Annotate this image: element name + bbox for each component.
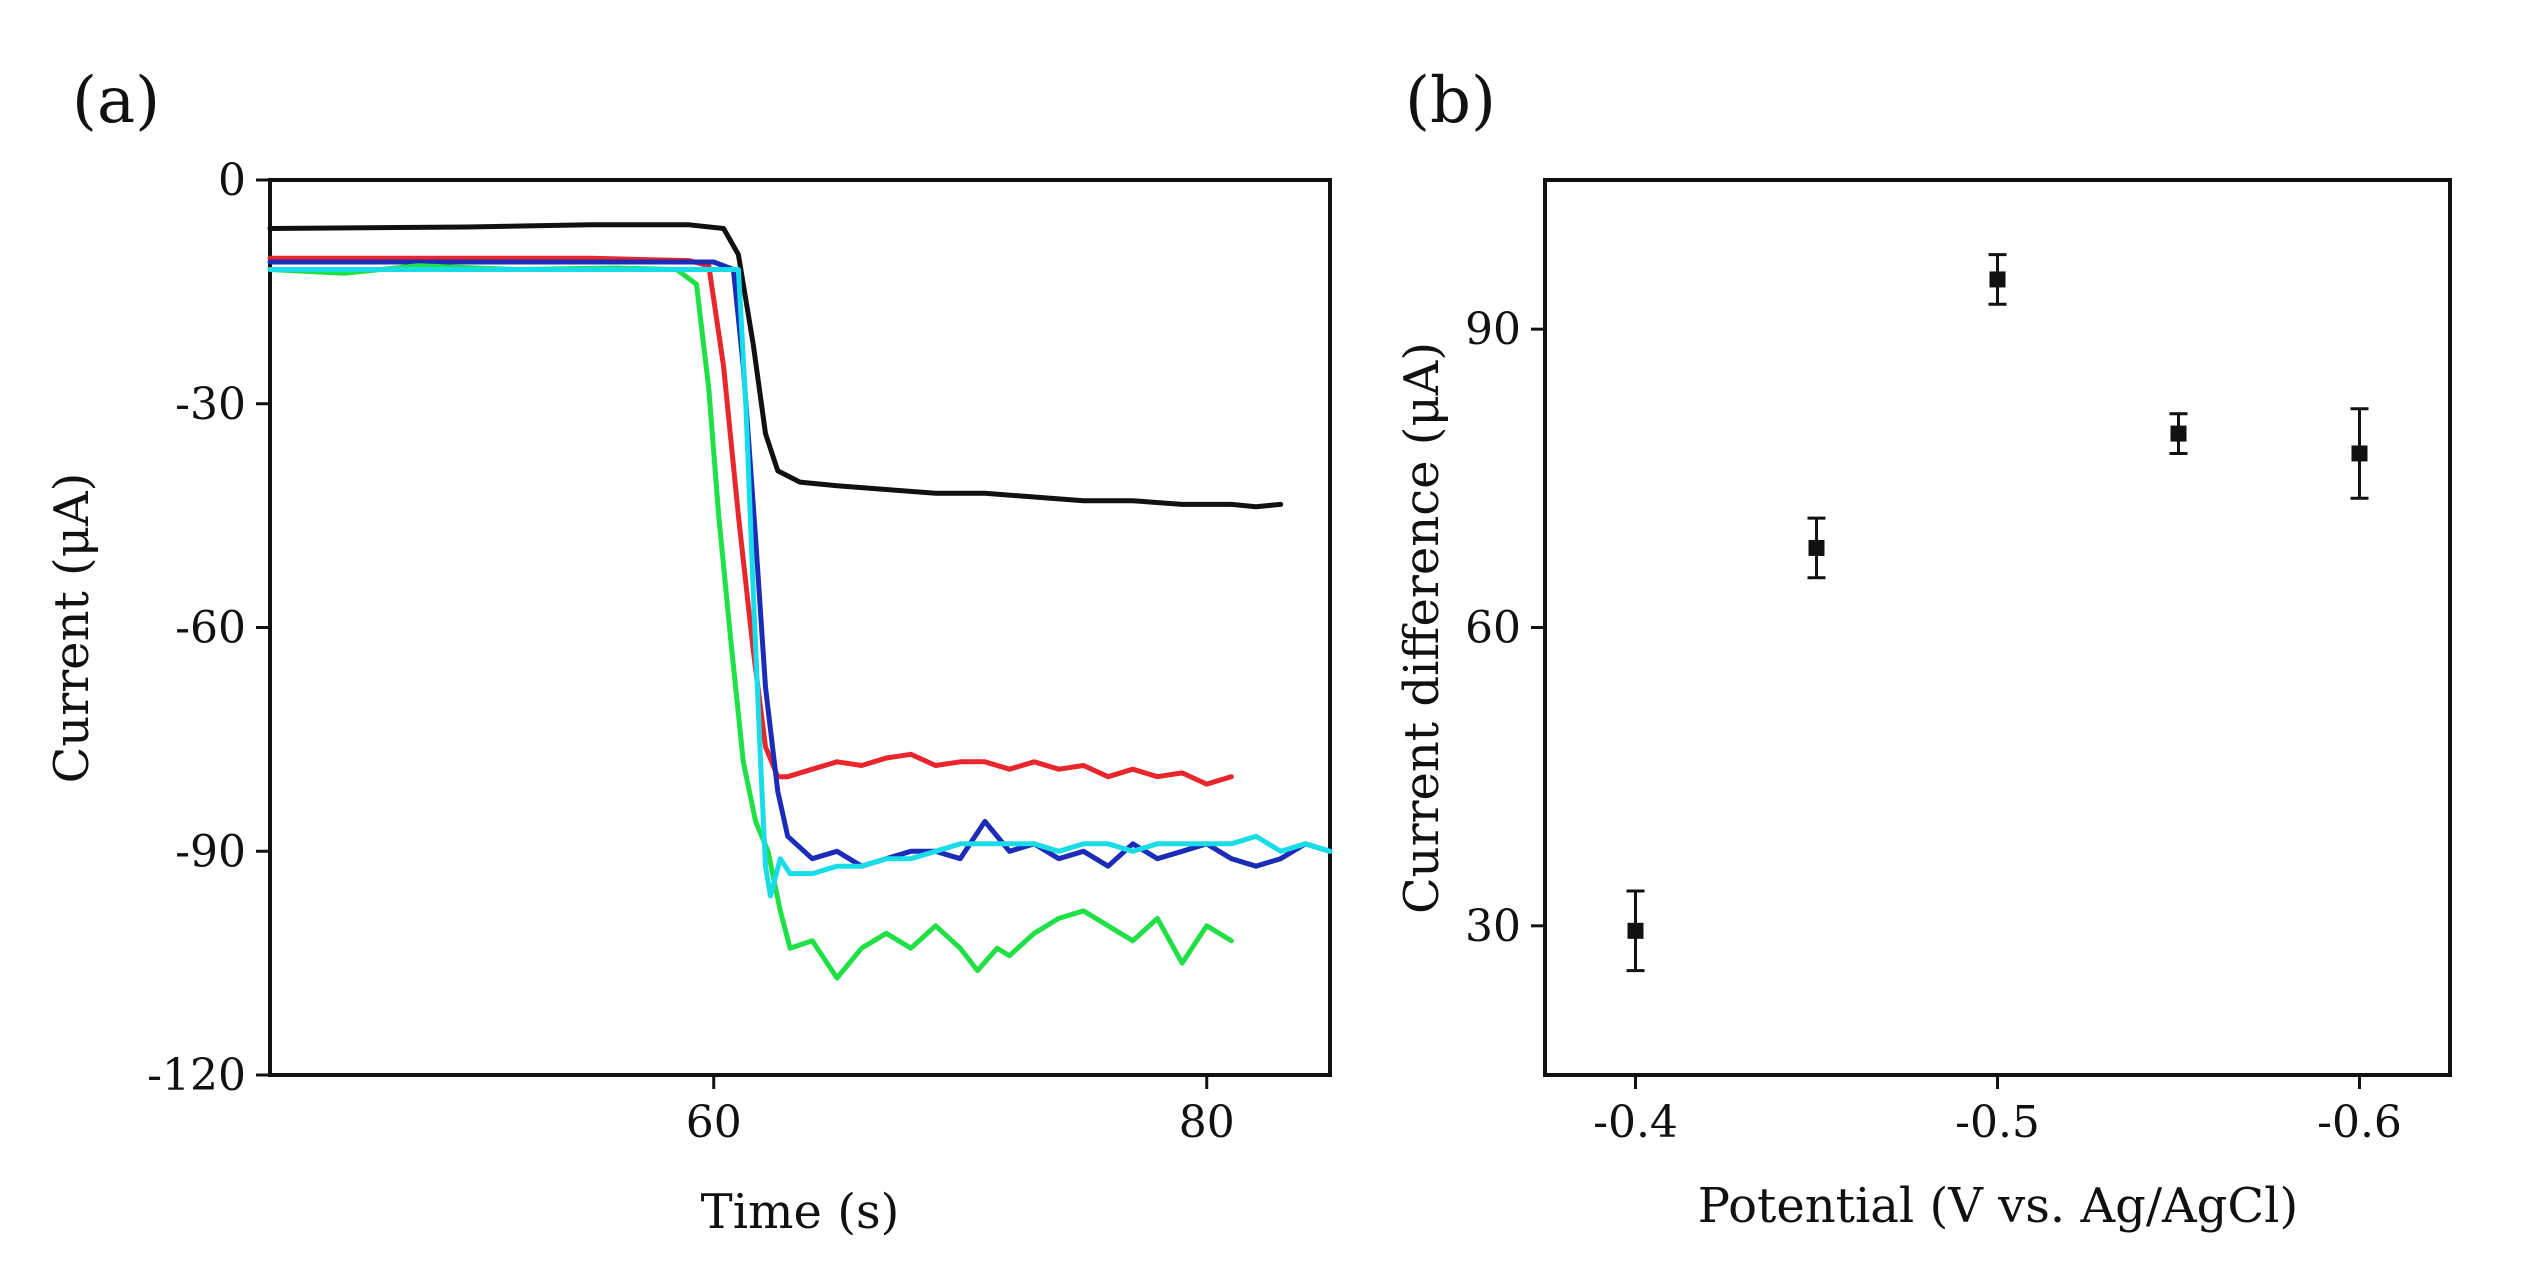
- x-tick-label: 60: [686, 1097, 742, 1148]
- panel-b-x-axis-title: Potential (V vs. Ag/AgCl): [1698, 1178, 2298, 1234]
- x-tick-label: -0.6: [2317, 1097, 2402, 1148]
- trace-black: [267, 222, 1284, 510]
- panel-b-x-ticks: -0.4 -0.5 -0.6: [1593, 1075, 2402, 1148]
- y-tick-label: 0: [218, 155, 246, 206]
- data-point: [1627, 922, 1644, 939]
- y-tick-label: 90: [1465, 304, 1521, 355]
- panel-a-traces: [267, 222, 1333, 981]
- trace-red: [267, 255, 1234, 787]
- trace-green: [267, 263, 1234, 981]
- data-point: [1989, 271, 2006, 288]
- panel-a-x-ticks: 60 80: [686, 1075, 1235, 1148]
- panel-b-label: (b): [1405, 64, 1496, 138]
- panel-a-y-axis-title: Current (μA): [44, 473, 100, 784]
- data-point: [1808, 539, 1825, 556]
- y-tick-label: -90: [175, 826, 246, 877]
- panel-b-plot-frame: [1543, 178, 2452, 1077]
- data-point: [2351, 445, 2368, 462]
- panel-b-y-ticks: 30 60 90: [1465, 304, 1545, 952]
- x-tick-label: 80: [1179, 1097, 1235, 1148]
- y-tick-label: -60: [175, 603, 246, 654]
- panel-b-points: [1626, 253, 2369, 973]
- panel-a-y-ticks: 0 -30 -60 -90 -120: [147, 155, 270, 1101]
- y-tick-label: -120: [147, 1050, 246, 1101]
- panel-a-chart: (a) 0 -30 -60 -90 -120 60 80 Time (s) Current…: [44, 64, 1333, 1240]
- y-tick-label: 60: [1465, 603, 1521, 654]
- trace-cyan: [267, 267, 1333, 899]
- data-point: [2170, 425, 2187, 442]
- x-tick-label: -0.5: [1955, 1097, 2040, 1148]
- y-tick-label: -30: [175, 379, 246, 430]
- panel-a-x-axis-title: Time (s): [701, 1184, 900, 1240]
- panel-b-y-axis-title: Current difference (μA): [1394, 342, 1450, 914]
- x-tick-label: -0.4: [1593, 1097, 1678, 1148]
- panel-b-chart: (b) 30 60 90 -0.4 -0.5 -0.6 Potential (V vs.…: [1394, 64, 2452, 1234]
- panel-a-label: (a): [72, 64, 160, 138]
- y-tick-label: 30: [1465, 901, 1521, 952]
